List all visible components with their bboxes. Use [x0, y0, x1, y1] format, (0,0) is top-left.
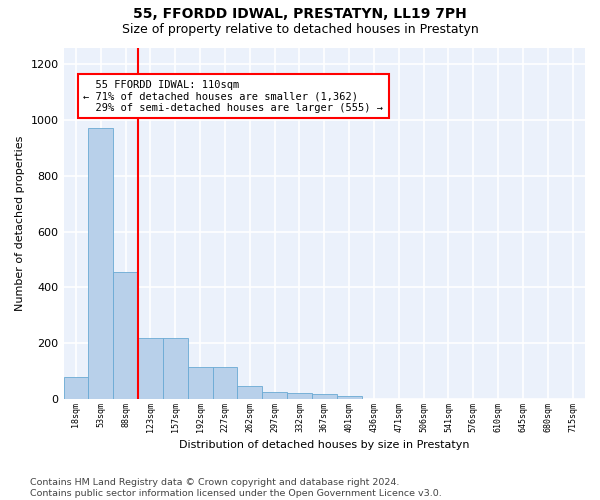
Bar [287, 393, 312, 399]
Bar [337, 396, 362, 399]
Text: 55, FFORDD IDWAL, PRESTATYN, LL19 7PH: 55, FFORDD IDWAL, PRESTATYN, LL19 7PH [133, 8, 467, 22]
Text: Contains HM Land Registry data © Crown copyright and database right 2024.
Contai: Contains HM Land Registry data © Crown c… [30, 478, 442, 498]
Bar [64, 376, 88, 399]
Bar [163, 338, 188, 399]
Bar [188, 367, 212, 399]
X-axis label: Distribution of detached houses by size in Prestatyn: Distribution of detached houses by size … [179, 440, 470, 450]
Text: Size of property relative to detached houses in Prestatyn: Size of property relative to detached ho… [122, 22, 478, 36]
Bar [312, 394, 337, 399]
Bar [262, 392, 287, 399]
Bar [212, 367, 238, 399]
Bar [138, 338, 163, 399]
Bar [113, 272, 138, 399]
Text: 55 FFORDD IDWAL: 110sqm
← 71% of detached houses are smaller (1,362)
  29% of se: 55 FFORDD IDWAL: 110sqm ← 71% of detache… [83, 80, 383, 113]
Bar [88, 128, 113, 399]
Y-axis label: Number of detached properties: Number of detached properties [15, 136, 25, 311]
Bar [238, 386, 262, 399]
